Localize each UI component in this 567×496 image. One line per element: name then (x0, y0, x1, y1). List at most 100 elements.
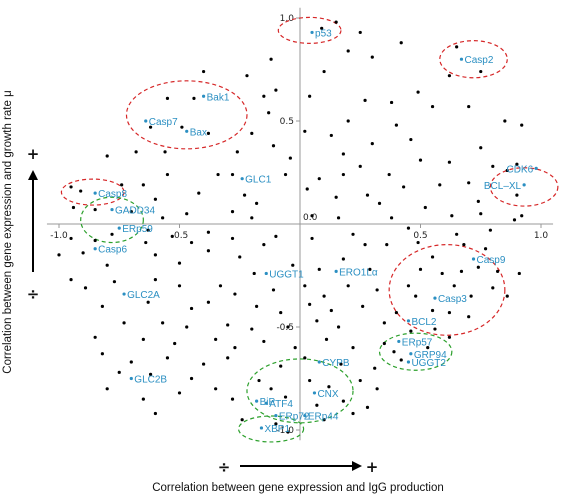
green-highlight-circle (237, 415, 305, 443)
data-point (370, 142, 374, 146)
data-point (455, 232, 459, 236)
data-point (255, 201, 259, 205)
data-point (315, 403, 319, 407)
data-point (447, 335, 452, 339)
data-point (368, 267, 372, 271)
data-point (409, 329, 413, 333)
data-point (426, 346, 430, 350)
data-point (214, 337, 218, 341)
data-point (134, 150, 138, 154)
data-point (250, 327, 254, 331)
gene-label: Casp2 (464, 55, 493, 66)
data-point (308, 378, 312, 383)
gene-label: ERp59 (122, 224, 153, 235)
gene-label: UGGT2 (411, 358, 446, 369)
labeled-point-marker (433, 296, 437, 300)
data-point (165, 356, 170, 360)
data-point (146, 300, 150, 304)
y-tick-label: 1.0 (280, 14, 295, 24)
labeled-points: p53 Casp2 Bak1 Casp7 Bax CDK6 GLC1 BCL–XL Casp8 G… (93, 28, 538, 435)
data-point (235, 150, 239, 154)
data-point (197, 191, 201, 195)
data-point (517, 271, 521, 276)
data-point (322, 294, 326, 298)
data-point (351, 232, 355, 236)
data-point (438, 183, 442, 187)
data-point (406, 284, 411, 288)
data-point (406, 226, 411, 230)
data-point (430, 308, 435, 313)
labeled-point-marker (144, 119, 148, 123)
data-point (165, 96, 170, 100)
data-point (271, 288, 276, 292)
data-point (469, 294, 473, 298)
data-point (230, 172, 235, 177)
labeled-point-marker (93, 247, 97, 251)
data-point (250, 131, 254, 135)
data-point (392, 350, 396, 354)
data-point (483, 247, 488, 251)
data-point (409, 137, 413, 142)
data-point (479, 212, 483, 216)
data-point (274, 88, 278, 92)
data-point (189, 240, 194, 245)
data-point (129, 360, 133, 364)
data-point (341, 257, 345, 261)
data-point (105, 154, 109, 158)
data-point (382, 321, 386, 325)
labeled-point-marker (334, 269, 338, 273)
gene-label: GLC2A (127, 290, 160, 301)
data-point (467, 315, 471, 319)
data-point (303, 129, 307, 133)
data-point (479, 146, 483, 150)
data-point (361, 304, 365, 308)
x-tick-label: -0.5 (171, 231, 189, 241)
data-point (238, 255, 242, 259)
data-point (505, 168, 509, 173)
data-point (141, 397, 145, 401)
x-tick-label: 1.0 (534, 231, 549, 241)
gene-label: GRP94 (414, 350, 447, 361)
labeled-point-marker (240, 177, 244, 181)
data-point (336, 325, 341, 329)
gene-label: ERp44 (308, 412, 339, 423)
data-point (226, 323, 230, 327)
gene-label: ATF4 (269, 399, 293, 410)
data-point (283, 395, 288, 399)
data-point (303, 284, 307, 288)
data-point (153, 411, 157, 416)
data-point (189, 306, 194, 311)
data-point (161, 321, 165, 325)
gene-label: GADD34 (115, 206, 155, 217)
gene-label: BCL–XL (484, 181, 522, 192)
data-point (320, 26, 324, 30)
data-point (455, 45, 459, 49)
y-tick-label: -0.5 (276, 323, 294, 333)
data-point (230, 236, 235, 241)
x-axis-label: Correlation between gene expression and … (152, 482, 444, 494)
data-point (414, 294, 418, 298)
labeled-point-marker (310, 30, 314, 35)
labeled-point-marker (312, 391, 317, 395)
data-point (317, 267, 321, 271)
gene-label: ERO1Lα (339, 267, 378, 278)
data-point (440, 271, 444, 276)
data-point (339, 362, 343, 366)
data-point (385, 243, 389, 247)
red-highlight-circle (489, 167, 559, 207)
data-point (245, 74, 249, 78)
data-point (83, 286, 88, 290)
data-point (450, 214, 454, 218)
data-point (279, 364, 283, 368)
y-negative-sign: ÷ (27, 285, 40, 303)
data-point (269, 57, 273, 61)
red-highlight-circle (125, 80, 248, 150)
gene-label: Bax (190, 127, 207, 138)
data-point (389, 216, 394, 220)
data-point (433, 327, 437, 331)
data-point (283, 172, 288, 177)
data-point (365, 193, 370, 197)
data-point (274, 422, 278, 426)
gene-label: Casp3 (438, 294, 467, 305)
data-point (69, 236, 73, 241)
